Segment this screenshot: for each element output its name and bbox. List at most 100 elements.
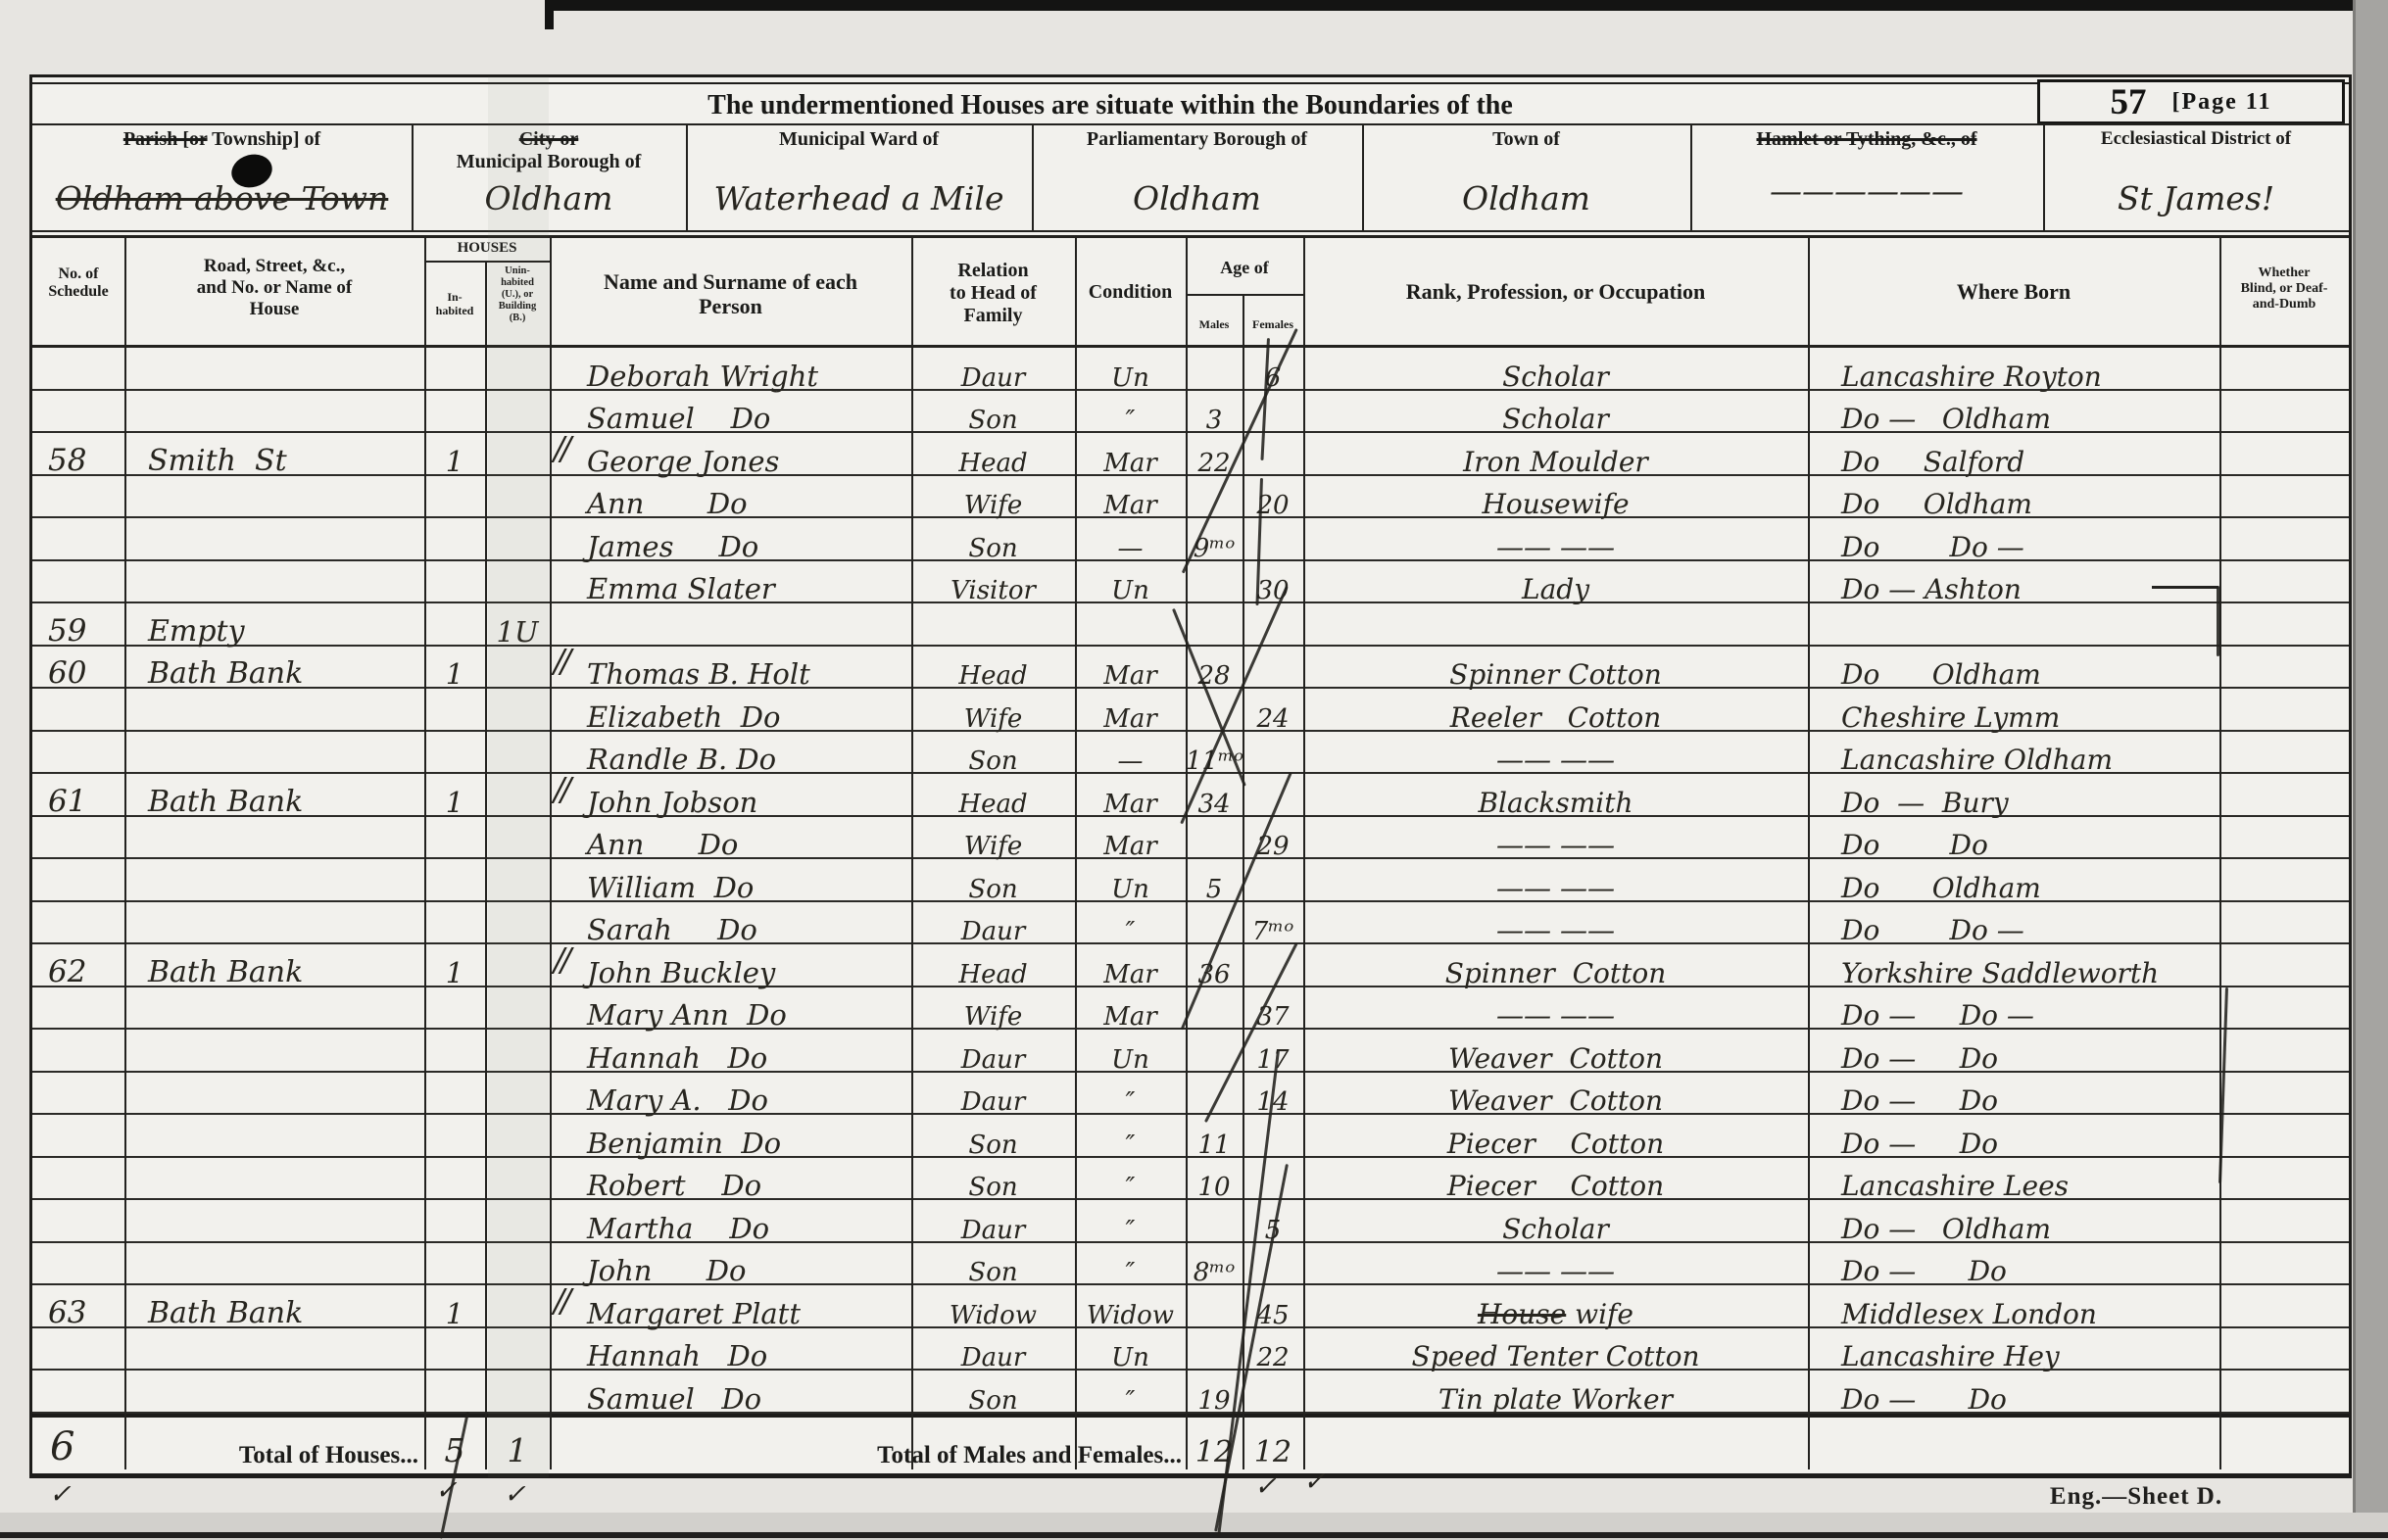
rule-age [1186, 294, 1303, 296]
parliamentary-label: Parliamentary Borough of [1086, 128, 1308, 150]
cell-occ: Lady [1521, 573, 1590, 606]
cell-name: Martha Do [587, 1211, 770, 1245]
col-inhabited: In- habited [435, 290, 474, 317]
census-row: 62 Bath Bank 1 //John Buckley Head Mar 36 Spinn… [32, 939, 2349, 989]
grid-line [412, 123, 414, 230]
cell-relation: Head [958, 789, 1028, 819]
cell-relation: Head [958, 959, 1028, 989]
cell-schedule: 61 [48, 783, 87, 819]
cell-condition: Mar [1103, 1002, 1157, 1033]
grid-line [1362, 123, 1364, 230]
tally-check-icon: ✓ [504, 1479, 526, 1510]
cell-born: Lancashire Royton [1841, 360, 2102, 393]
census-row: Hannah Do Daur Un 22 Speed Tenter Cotton Lanc… [32, 1328, 2349, 1372]
cell-name: Hannah Do [587, 1339, 768, 1373]
cell-age_m: 36 [1197, 959, 1231, 989]
cell-age_f: 29 [1256, 832, 1290, 862]
col-condition: Condition [1088, 281, 1173, 303]
cell-born: Do Oldham [1841, 658, 2041, 692]
cell-occ: —— —— [1496, 914, 1615, 947]
cell-name: //John Buckley [554, 939, 776, 989]
cell-condition: Mar [1103, 703, 1157, 734]
total-houses-label: Total of Houses... [238, 1442, 418, 1468]
cell-age_m: 34 [1197, 789, 1231, 819]
cell-relation: Son [968, 1258, 1018, 1288]
census-row: Ann Do Wife Mar 20 Housewife Do Oldham [32, 476, 2349, 521]
cell-relation: Daur [960, 1343, 1026, 1373]
cell-condition: ″ [1125, 1130, 1136, 1160]
cell-condition: Widow [1086, 1300, 1175, 1330]
col-blind: Whether Blind, or Deaf- and-Dumb [2240, 265, 2328, 313]
census-row: Randle B. Do Son —11ᵐᵒ —— —— Lancashire Oldh… [32, 732, 2349, 777]
double-rule-top [32, 82, 2349, 84]
cell-relation: Son [968, 1385, 1018, 1416]
struck-text: Parish [or [122, 128, 208, 150]
cell-born: Middlesex London [1841, 1297, 2097, 1330]
cell-condition: Un [1111, 1044, 1149, 1075]
cell-occ: Reeler Cotton [1449, 700, 1662, 734]
total-persons-label: Total of Males and Females... [877, 1442, 1182, 1468]
cell-relation: Wife [963, 703, 1023, 734]
grid-line [1303, 237, 1305, 1469]
cell-condition: ″ [1125, 1258, 1136, 1288]
cell-born: Do Do — [1841, 530, 2024, 563]
census-row: Robert Do Son ″ 10 Piecer Cotton Lancashire L… [32, 1158, 2349, 1203]
cell-condition: ″ [1125, 1087, 1136, 1118]
cell-condition: — [1117, 746, 1144, 777]
col-relation: Relation to Head of Family [950, 260, 1037, 326]
census-row: Hannah Do Daur Un 17 Weaver Cotton Do — Do [32, 1030, 2349, 1075]
town-label: Town of [1492, 128, 1560, 150]
ink-stroke [2217, 586, 2219, 656]
cell-occ: Piecer Cotton [1446, 1170, 1665, 1203]
cell-born: Do Oldham [1841, 871, 2041, 904]
cell-road: Bath Bank [148, 784, 304, 819]
household-start-mark: // [554, 1280, 571, 1320]
cell-name: Hannah Do [587, 1040, 768, 1075]
sheet-footer: Eng.—Sheet D. [2049, 1483, 2223, 1510]
census-row: Samuel Do Son ″ 19 Tin plate Worker Do — Do [32, 1371, 2349, 1416]
struck-text: House [1477, 1297, 1567, 1330]
census-row: 60 Bath Bank 1//Thomas B. Holt Head Mar 28 Spi… [32, 642, 2349, 692]
scan-artifact-top-notch [545, 0, 554, 29]
cell-occ: Spinner Cotton [1449, 658, 1662, 692]
cell-age_m: 22 [1197, 448, 1231, 478]
cell-age_f: 17 [1256, 1044, 1290, 1075]
borough-label: City or Municipal Borough of [456, 128, 642, 172]
col-born: Where Born [1956, 279, 2071, 304]
cell-relation: Daur [960, 1087, 1026, 1118]
cell-relation: Head [958, 661, 1028, 692]
cell-age_f: 24 [1256, 703, 1290, 734]
cell-occ: —— —— [1496, 871, 1615, 904]
grid-line [550, 237, 552, 1469]
cell-condition: ″ [1125, 1215, 1136, 1245]
rule [32, 230, 2349, 232]
grid-line [1808, 237, 1810, 1469]
total-schedule-count: 6 [50, 1424, 75, 1469]
cell-occ: House wife [1477, 1297, 1633, 1330]
cell-born: Do — Do [1841, 1127, 1999, 1160]
cell-relation: Daur [960, 1044, 1026, 1075]
cell-age_f: 22 [1256, 1343, 1290, 1373]
cell-relation: Son [968, 746, 1018, 777]
cell-name: Robert Do [587, 1169, 762, 1203]
cell-relation: Son [968, 874, 1018, 904]
grid-line [686, 123, 688, 230]
cell-age_m: 8ᵐᵒ [1193, 1258, 1236, 1288]
cell-relation: Wife [963, 832, 1023, 862]
rule [32, 123, 2349, 125]
parliamentary-value: Oldham [1133, 179, 1261, 217]
cell-condition: Mar [1103, 832, 1157, 862]
cell-name: James Do [587, 529, 759, 563]
cell-road: Bath Bank [148, 1295, 304, 1330]
cell-condition: Mar [1103, 491, 1157, 521]
cell-relation: Wife [963, 1002, 1023, 1033]
cell-born: Do — Bury [1841, 786, 2009, 819]
total-uninhabited: 1 [507, 1431, 528, 1469]
col-males: Males [1198, 317, 1230, 331]
cell-relation: Son [968, 533, 1018, 563]
rule [32, 235, 2349, 238]
cell-inhabited: 1 [445, 657, 464, 692]
cell-schedule: 58 [48, 442, 87, 478]
cell-condition: ″ [1125, 1385, 1136, 1416]
cell-condition: Un [1111, 362, 1149, 393]
